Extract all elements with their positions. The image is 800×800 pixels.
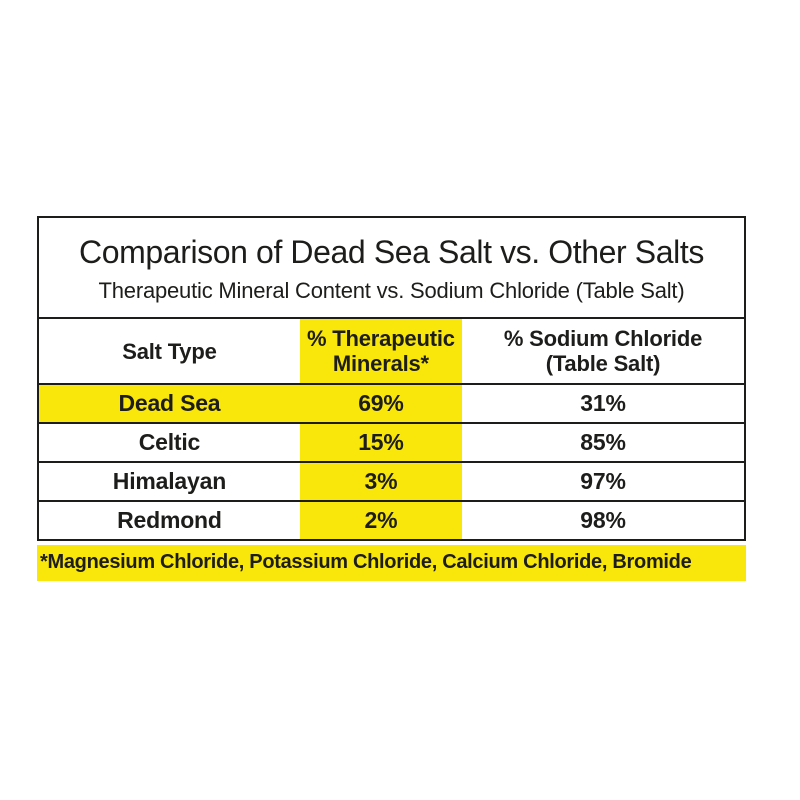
- header-sodium-line2: (Table Salt): [545, 351, 661, 376]
- header-salt-type-label: Salt Type: [122, 338, 217, 364]
- table-row-himalayan-sodium: 97%: [461, 461, 744, 500]
- table-row-dead-sea-salt-type: Dead Sea: [39, 383, 300, 422]
- comparison-table: Salt Type % Therapeutic Minerals* % Sodi…: [39, 319, 744, 539]
- table-row-celtic-salt-type: Celtic: [39, 422, 300, 461]
- comparison-infographic: Comparison of Dead Sea Salt vs. Other Sa…: [37, 216, 746, 581]
- table-row-redmond-salt-type: Redmond: [39, 500, 300, 539]
- table-row-celtic-sodium: 85%: [461, 422, 744, 461]
- header-cell-salt-type: Salt Type: [39, 319, 300, 383]
- table-row-dead-sea-sodium: 31%: [461, 383, 744, 422]
- header-sodium-line1: % Sodium Chloride: [503, 326, 703, 351]
- table-row-redmond-sodium: 98%: [461, 500, 744, 539]
- title-block: Comparison of Dead Sea Salt vs. Other Sa…: [39, 218, 744, 319]
- table-row-redmond-therapeutic: 2%: [299, 500, 462, 539]
- header-therapeutic-line2: Minerals*: [332, 351, 429, 376]
- header-cell-therapeutic-minerals: % Therapeutic Minerals*: [299, 319, 462, 383]
- table-row-dead-sea-therapeutic: 69%: [299, 383, 462, 422]
- header-therapeutic-line1: % Therapeutic: [307, 326, 455, 351]
- footnote-band: *Magnesium Chloride, Potassium Chloride,…: [37, 545, 746, 581]
- table-frame: Comparison of Dead Sea Salt vs. Other Sa…: [37, 216, 746, 541]
- table-row-celtic-therapeutic: 15%: [299, 422, 462, 461]
- table-row-himalayan-therapeutic: 3%: [299, 461, 462, 500]
- table-row-himalayan-salt-type: Himalayan: [39, 461, 300, 500]
- page-subtitle: Therapeutic Mineral Content vs. Sodium C…: [98, 278, 685, 303]
- header-cell-sodium-chloride: % Sodium Chloride (Table Salt): [462, 319, 744, 383]
- page-title: Comparison of Dead Sea Salt vs. Other Sa…: [79, 234, 704, 270]
